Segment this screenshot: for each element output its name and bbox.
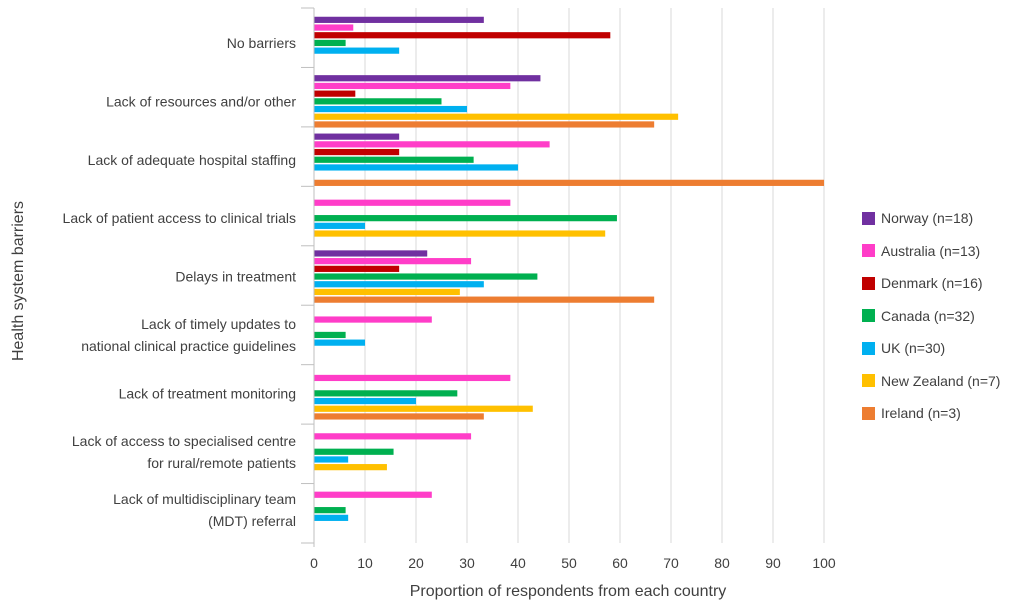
legend-label: Ireland (n=3) <box>881 405 961 422</box>
category-label: Lack of treatment monitoring <box>119 385 296 401</box>
category-label: national clinical practice guidelines <box>81 338 296 354</box>
category-label: No barriers <box>227 35 296 51</box>
x-tick-label: 90 <box>765 555 781 571</box>
legend-item: Canada (n=32) <box>862 300 1000 333</box>
bar <box>314 281 484 288</box>
legend-swatch <box>862 341 875 355</box>
x-tick-label: 50 <box>561 555 577 571</box>
category-label: Lack of timely updates to <box>141 316 296 332</box>
category-labels: No barriers Lack of resources and/or othe… <box>63 35 297 529</box>
legend-swatch <box>862 406 875 420</box>
legend-label: New Zealand (n=7) <box>881 372 1001 389</box>
category-label: Lack of patient access to clinical trial… <box>63 210 296 226</box>
category-label: Lack of access to specialised centre <box>72 433 296 449</box>
category-label: Delays in treatment <box>175 269 296 285</box>
bar <box>314 179 824 186</box>
bar <box>314 316 432 323</box>
legend-item: UK (n=30) <box>862 332 1000 365</box>
legend-swatch <box>862 244 875 258</box>
legend-item: New Zealand (n=7) <box>862 365 1000 398</box>
x-tick-label: 80 <box>714 555 730 571</box>
bar <box>314 75 541 82</box>
x-tick-label: 60 <box>612 555 628 571</box>
bar <box>314 514 349 521</box>
bar <box>314 296 655 303</box>
bar <box>314 288 460 296</box>
category-label: Lack of multidisciplinary team <box>113 491 296 507</box>
bar <box>314 199 511 206</box>
bar <box>314 397 416 405</box>
legend-swatch <box>862 374 875 388</box>
legend-item: Norway (n=18) <box>862 202 1000 235</box>
bar <box>314 331 346 339</box>
legend-label: Australia (n=13) <box>881 242 981 259</box>
bar <box>314 47 400 54</box>
legend-label: Denmark (n=16) <box>881 275 983 292</box>
bar <box>314 141 550 148</box>
category-label: Lack of resources and/or other <box>106 93 296 109</box>
bar <box>314 230 606 237</box>
bar <box>314 464 387 471</box>
bar <box>314 32 611 39</box>
bar <box>314 90 356 97</box>
bar <box>314 491 432 498</box>
x-tick-label: 70 <box>663 555 679 571</box>
bar <box>314 222 365 229</box>
bar <box>314 405 533 412</box>
bars <box>314 16 824 521</box>
bar <box>314 133 400 140</box>
category-label: Lack of adequate hospital staffing <box>88 152 296 168</box>
legend-item: Australia (n=13) <box>862 235 1000 268</box>
x-tick-label: 40 <box>510 555 526 571</box>
bar <box>314 374 511 382</box>
bar <box>314 258 472 265</box>
bar <box>314 82 511 90</box>
legend-label: Norway (n=18) <box>881 210 974 227</box>
bar <box>314 16 484 23</box>
bar <box>314 507 346 514</box>
y-axis-title: Health system barriers <box>10 201 27 361</box>
bar <box>314 265 400 272</box>
bar <box>314 121 655 128</box>
x-tick-label: 30 <box>459 555 475 571</box>
bar <box>314 433 472 440</box>
bar <box>314 448 394 455</box>
bar <box>314 113 679 120</box>
legend-swatch <box>862 276 875 290</box>
axes: 0 10 20 30 40 50 60 70 80 90 100 <box>301 7 836 571</box>
bar <box>314 250 428 257</box>
legend-item: Ireland (n=3) <box>862 397 1000 430</box>
bar <box>314 164 518 171</box>
legend-swatch <box>862 211 875 225</box>
category-label: (MDT) referral <box>208 513 296 529</box>
bar <box>314 105 467 113</box>
chart-legend: Norway (n=18) Australia (n=13) Denmark (n=… <box>862 202 1000 430</box>
bar <box>314 24 354 31</box>
legend-label: Canada (n=32) <box>881 307 975 324</box>
legend-swatch <box>862 309 875 323</box>
x-tick-label: 0 <box>310 555 318 571</box>
bar <box>314 98 442 105</box>
bar <box>314 390 458 397</box>
bar <box>314 148 400 156</box>
x-tick-label: 100 <box>812 555 836 571</box>
bar <box>314 273 538 280</box>
x-tick-label: 10 <box>357 555 373 571</box>
x-tick-label: 20 <box>408 555 424 571</box>
bar <box>314 215 617 222</box>
bar <box>314 339 365 346</box>
bar <box>314 156 474 163</box>
bar <box>314 413 484 420</box>
bar <box>314 456 349 463</box>
category-label: for rural/remote patients <box>147 455 296 471</box>
legend-label: UK (n=30) <box>881 340 946 357</box>
gridlines <box>364 8 825 543</box>
bar <box>314 39 346 47</box>
x-axis-title: Proportion of respondents from each coun… <box>410 583 727 600</box>
legend-item: Denmark (n=16) <box>862 267 1000 300</box>
